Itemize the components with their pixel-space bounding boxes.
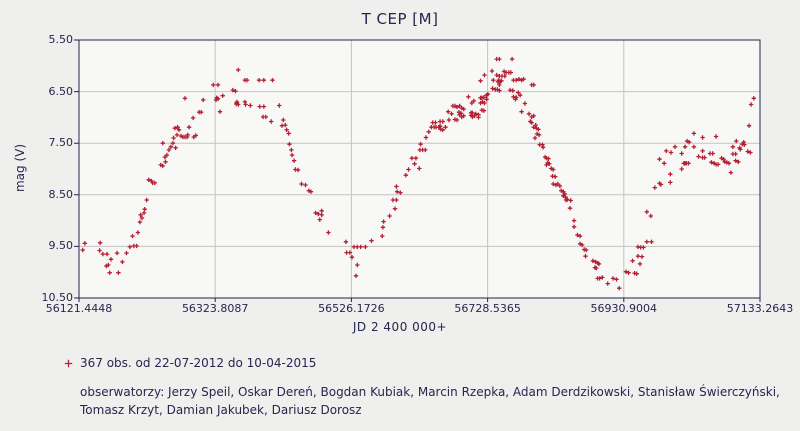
observers-line-1: obserwatorzy: Jerzy Speil, Oskar Dereń, …: [80, 385, 780, 399]
y-tick-label: 7.50: [48, 136, 74, 150]
x-tick-label: 56323.8087: [181, 302, 249, 315]
legend-label: 367 obs. od 22-07-2012 do 10-04-2015: [80, 356, 317, 370]
x-tick-label: 56728.5365: [454, 302, 521, 315]
x-axis-title: JD 2 400 000+: [352, 320, 448, 334]
x-tick-label: 57133.2643: [726, 302, 794, 315]
y-tick-label: 6.50: [48, 84, 74, 98]
plot-border: [78, 39, 761, 299]
axis-ticks: [74, 39, 761, 302]
observers-text: obserwatorzy: Jerzy Speil, Oskar Dereń, …: [80, 383, 780, 419]
chart-title: T CEP [M]: [361, 10, 439, 28]
legend: 367 obs. od 22-07-2012 do 10-04-2015: [64, 356, 316, 371]
observers-line-2: Tomasz Krzyt, Damian Jakubek, Dariusz Do…: [80, 403, 362, 417]
x-tick-label: 56526.1726: [318, 302, 385, 315]
plus-marker-icon: [64, 359, 73, 368]
x-tick-label: 56930.9004: [590, 302, 658, 315]
data-points: [80, 56, 756, 291]
y-tick-label: 8.50: [48, 187, 74, 201]
y-axis-title: mag (V): [13, 143, 27, 193]
y-tick-label: 10.50: [41, 291, 74, 304]
x-tick-label: 56121.4448: [45, 302, 113, 315]
y-tick-label: 5.50: [48, 33, 74, 46]
y-tick-label: 9.50: [48, 239, 74, 253]
